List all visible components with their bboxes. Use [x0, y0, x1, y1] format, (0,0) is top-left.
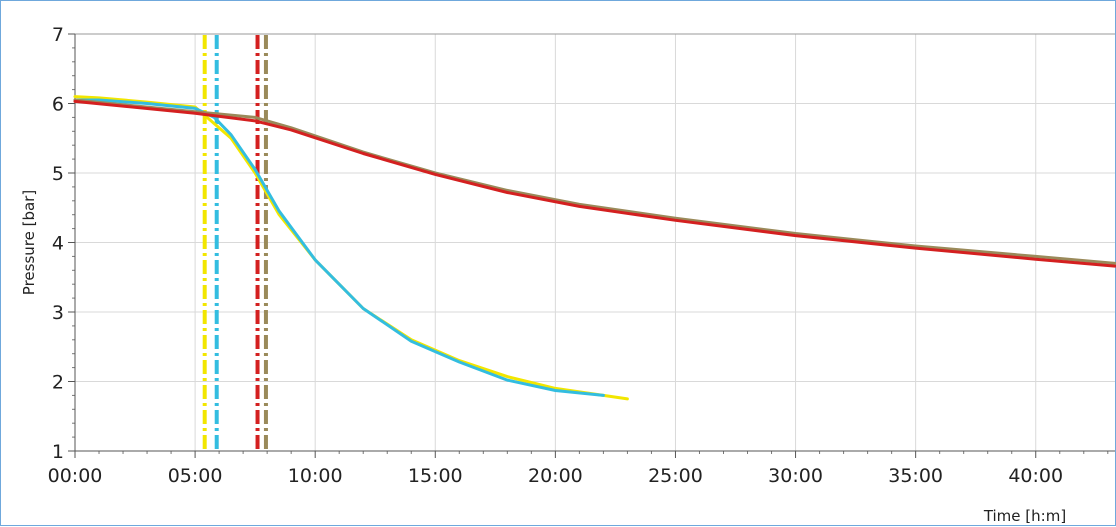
x-tick-label: 30:00 — [768, 465, 823, 487]
tick-labels: 00:00 05:00 10:00 15:00 20:00 25:00 30:00 35:00… — [48, 24, 1064, 487]
series — [73, 95, 1116, 401]
x-tick-label: 00:00 — [48, 465, 103, 487]
x-tick-label: 20:00 — [528, 465, 583, 487]
y-tick-label: 3 — [52, 302, 64, 324]
series-line — [73, 98, 605, 397]
series-line — [73, 98, 1116, 265]
series-line — [73, 99, 1116, 268]
axes — [68, 33, 1115, 458]
x-tick-label: 25:00 — [648, 465, 703, 487]
x-tick-label: 35:00 — [888, 465, 943, 487]
y-tick-label: 2 — [52, 372, 64, 394]
y-tick-label: 1 — [52, 441, 64, 463]
x-tick-label: 40:00 — [1008, 465, 1063, 487]
y-tick-label: 5 — [52, 163, 64, 185]
y-tick-label: 4 — [52, 233, 64, 255]
markers — [202, 35, 268, 450]
y-tick-label: 6 — [52, 94, 64, 116]
x-tick-label: 15:00 — [408, 465, 463, 487]
grid — [75, 34, 1115, 451]
x-tick-label: 10:00 — [288, 465, 343, 487]
x-tick-label: 05:00 — [168, 465, 223, 487]
y-tick-label: 7 — [52, 24, 64, 46]
x-axis-label: Time [h:m] — [983, 507, 1066, 525]
y-axis-label: Pressure [bar] — [20, 190, 38, 295]
